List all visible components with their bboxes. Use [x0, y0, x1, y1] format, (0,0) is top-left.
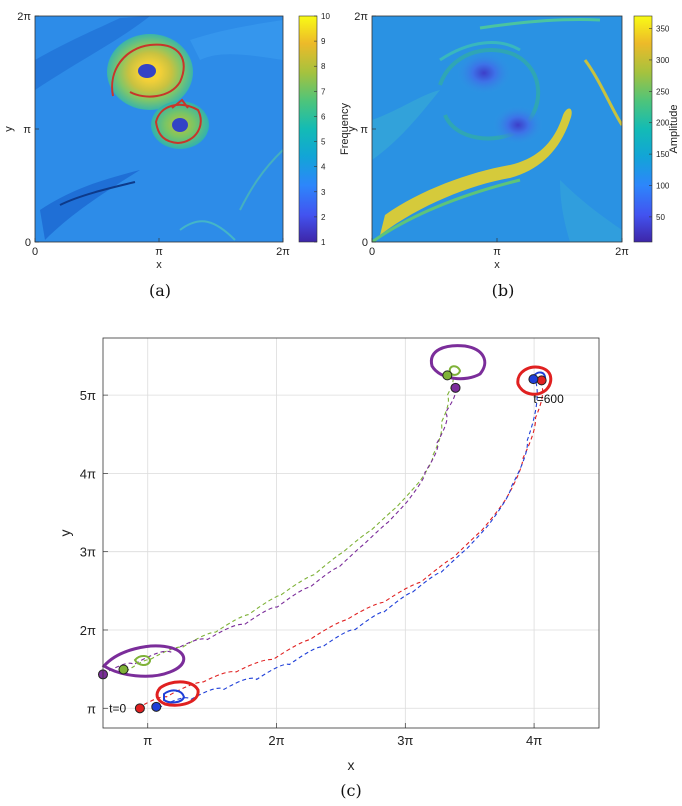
annotation-label: t=0	[109, 701, 126, 715]
heatmap-b-field	[372, 17, 622, 242]
colorbar-a	[298, 15, 318, 243]
y-tick-label: 2π	[17, 11, 31, 23]
colorbar-tick-label: 7	[321, 87, 326, 96]
start-marker	[151, 701, 162, 712]
colorbar-tick-label: 5	[321, 138, 326, 147]
axes-c-xlabel: x	[348, 757, 355, 773]
axes-c-grid	[103, 338, 599, 728]
y-tick-label: 2π	[354, 11, 368, 23]
axes-b-ylabel: y	[346, 126, 358, 132]
colorbar-tick-label: 250	[656, 87, 670, 96]
vortex-loop-purple-end	[429, 344, 487, 381]
y-tick-label: π	[23, 124, 31, 136]
vortex-loop-red-end	[516, 365, 553, 396]
annotation-label: t=600	[533, 392, 564, 406]
colorbar-b	[633, 15, 653, 243]
axes-c-annotations: t=0 t=600	[109, 392, 564, 715]
panel-a: 0 π 2π 0 π 2π x y 1 2 3 4 5 6 7 8 9 10 Frequency (a)	[3, 11, 351, 300]
colorbar-a-ticks: 1 2 3 4 5 6 7 8 9 10	[314, 12, 330, 247]
trajectory-lines	[102, 374, 544, 709]
y-tick-label: 0	[25, 237, 31, 249]
colorbar-tick-label: 200	[656, 119, 670, 128]
colorbar-tick-label: 8	[321, 62, 326, 71]
colorbar-b-ticks: 50 100 150 200 250 300 350	[649, 25, 670, 222]
axes-a-xlabel: x	[156, 259, 162, 271]
colorbar-tick-label: 100	[656, 182, 670, 191]
y-tick-label: π	[87, 701, 96, 716]
caption-a: (a)	[149, 281, 171, 300]
end-marker	[528, 374, 539, 385]
vortex-loop-blue-start	[163, 689, 186, 704]
axes-c-background	[103, 338, 599, 728]
vortex-loop-red-start	[155, 680, 200, 707]
colorbar-a-label: Frequency	[339, 103, 351, 155]
x-tick-label: 2π	[615, 246, 629, 258]
x-tick-label: 4π	[526, 733, 542, 748]
vortex-loop-purple-start	[101, 644, 186, 678]
trajectory-line	[137, 385, 544, 709]
x-tick-label: 0	[369, 246, 375, 258]
panel-c: π 2π 3π 4π π 2π 3π 4π 5π x y t=0 t=600 (c)	[57, 337, 600, 800]
vortex-loops	[101, 344, 553, 707]
x-tick-label: 0	[32, 246, 38, 258]
trajectory-markers	[98, 370, 547, 714]
axes-b-xlabel: x	[494, 259, 500, 271]
axes-c-ylabel: y	[57, 530, 73, 537]
end-marker	[536, 375, 547, 386]
x-tick-label: 3π	[397, 733, 413, 748]
end-marker	[450, 382, 461, 393]
colorbar-tick-label: 4	[321, 163, 326, 172]
colorbar-tick-label: 2	[321, 213, 326, 222]
colorbar-tick-label: 300	[656, 56, 670, 65]
y-tick-label: 3π	[80, 545, 96, 560]
axes-c-ticks: π 2π 3π 4π π 2π 3π 4π 5π	[80, 388, 542, 748]
colorbar-tick-label: 3	[321, 188, 326, 197]
start-marker	[134, 703, 145, 714]
caption-b: (b)	[492, 281, 515, 300]
trajectory-line	[158, 380, 538, 709]
vortex-loop-green-end	[448, 365, 462, 376]
axes-b-ticks: 0 π 2π 0 π 2π	[354, 11, 629, 258]
axes-a-ticks: 0 π 2π 0 π 2π	[17, 11, 290, 258]
caption-c: (c)	[340, 781, 361, 800]
y-tick-label: π	[360, 124, 368, 136]
y-tick-label: 2π	[80, 623, 96, 638]
colorbar-tick-label: 10	[321, 12, 330, 21]
axes-a-ylabel: y	[3, 126, 15, 132]
panel-b: 0 π 2π 0 π 2π x y 50 100 150 200 250 300 350 Amplit…	[346, 11, 680, 300]
end-marker	[442, 370, 453, 381]
x-tick-label: 2π	[268, 733, 284, 748]
heatmap-a-field	[35, 16, 283, 241]
colorbar-tick-label: 150	[656, 150, 670, 159]
colorbar-tick-label: 350	[656, 25, 670, 34]
trajectory-line	[102, 389, 456, 675]
y-tick-label: 0	[362, 237, 368, 249]
vortex-loop-green-start	[133, 655, 152, 666]
colorbar-tick-label: 50	[656, 213, 665, 222]
x-tick-label: π	[493, 246, 501, 258]
colorbar-tick-label: 9	[321, 37, 326, 46]
trajectory-line	[125, 374, 454, 673]
x-tick-label: 2π	[276, 246, 290, 258]
colorbar-tick-label: 1	[321, 238, 326, 247]
colorbar-b-label: Amplitude	[668, 105, 680, 154]
colorbar-tick-label: 6	[321, 112, 326, 121]
start-marker	[118, 664, 129, 675]
y-tick-label: 5π	[80, 388, 96, 403]
x-tick-label: π	[155, 246, 163, 258]
x-tick-label: π	[143, 733, 152, 748]
axes-c-frame	[102, 337, 600, 729]
y-tick-label: 4π	[80, 466, 96, 481]
